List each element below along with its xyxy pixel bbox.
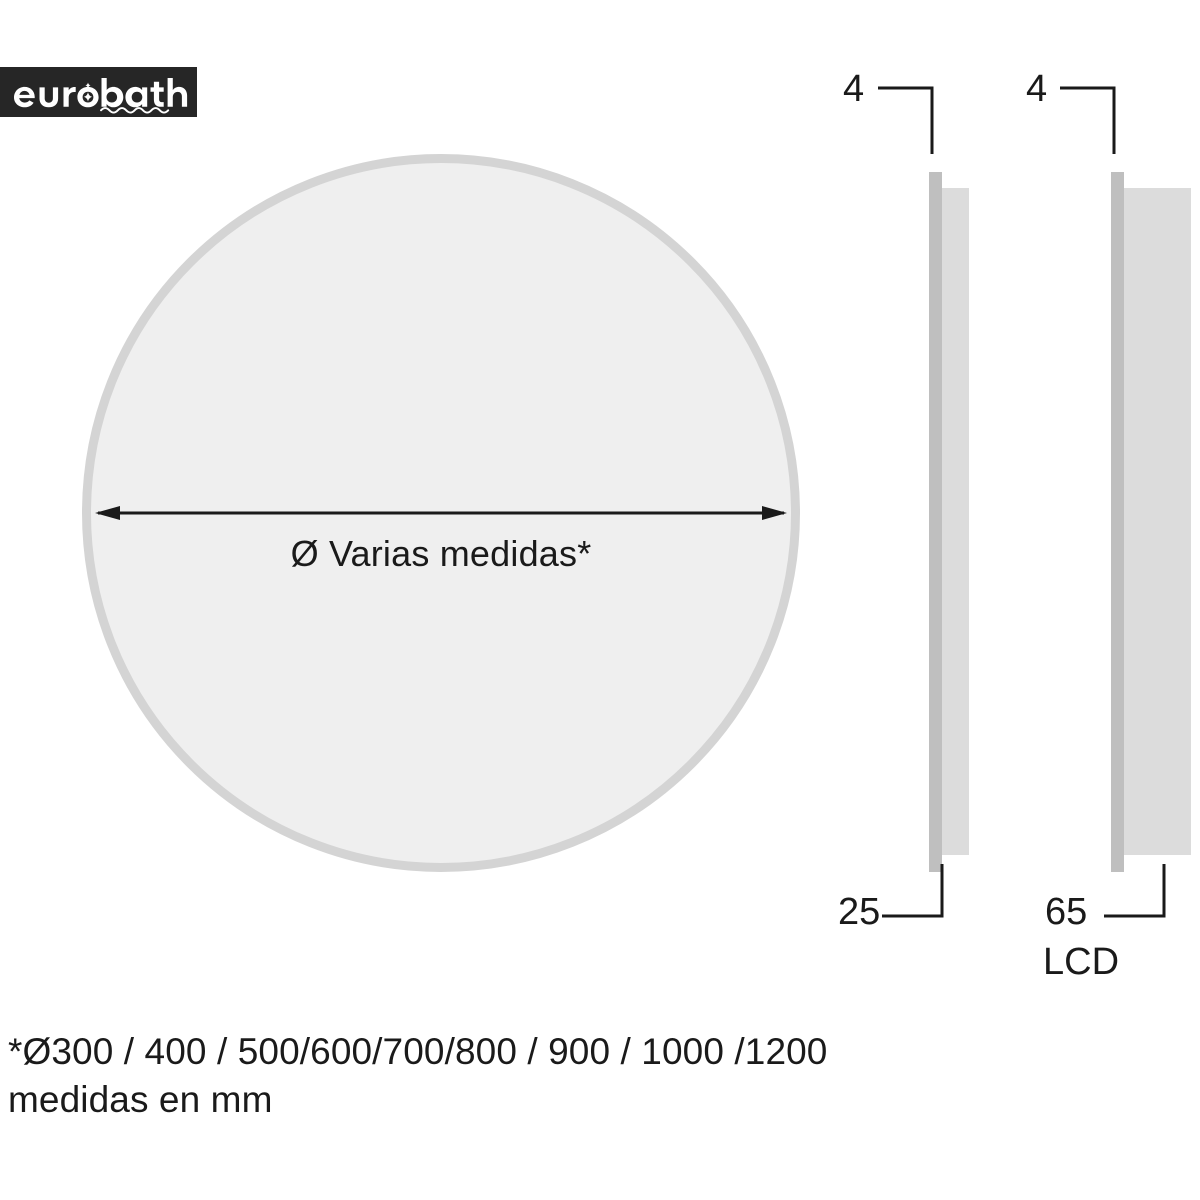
dimension-label-depth-standard: 25 xyxy=(838,891,881,933)
diameter-label: Ø Varias medidas* xyxy=(290,533,592,574)
dimension-label-thickness-lcd: 4 xyxy=(1026,68,1048,110)
footnote-units: medidas en mm xyxy=(8,1079,273,1120)
arrowhead-left-icon xyxy=(95,506,120,520)
diameter-dimension-arrow xyxy=(82,490,800,536)
mirror-edge-strip xyxy=(929,172,942,872)
variant-label-lcd: LCD xyxy=(1043,941,1120,983)
leader-line-thickness-standard xyxy=(876,80,940,156)
brand-logo xyxy=(0,67,197,117)
side-view-lcd xyxy=(1111,172,1191,872)
leader-line-depth-lcd xyxy=(1102,862,1174,928)
mirror-body-block-lcd xyxy=(1124,188,1191,855)
dimension-label-thickness-standard: 4 xyxy=(843,68,865,110)
footnote-sizes: *Ø300 / 400 / 500/600/700/800 / 900 / 10… xyxy=(8,1031,828,1072)
side-view-standard xyxy=(929,172,969,872)
mirror-edge-strip-lcd xyxy=(1111,172,1124,872)
sparkle-icon xyxy=(83,82,93,102)
mirror-body-block xyxy=(942,188,969,855)
leader-line-depth-standard xyxy=(880,862,952,928)
footnote: *Ø300 / 400 / 500/600/700/800 / 900 / 10… xyxy=(8,1028,1188,1124)
arrowhead-right-icon xyxy=(762,506,787,520)
leader-line-thickness-lcd xyxy=(1058,80,1122,156)
logo-wordmark xyxy=(14,78,188,108)
wave-underline-icon xyxy=(100,107,170,114)
dimension-label-depth-lcd: 65 xyxy=(1045,891,1088,933)
